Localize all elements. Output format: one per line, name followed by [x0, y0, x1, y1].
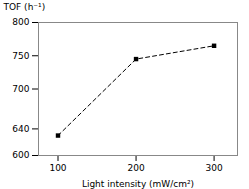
svg-text:640: 640	[12, 124, 29, 134]
svg-text:600: 600	[12, 150, 29, 160]
svg-text:300: 300	[205, 163, 222, 173]
svg-text:750: 750	[12, 51, 29, 61]
svg-text:100: 100	[49, 163, 66, 173]
svg-text:200: 200	[127, 163, 144, 173]
svg-text:700: 700	[12, 84, 29, 94]
svg-text:800: 800	[12, 17, 29, 27]
svg-text:Light intensity (mW/cm²): Light intensity (mW/cm²)	[82, 179, 194, 189]
svg-text:TOF (h⁻¹): TOF (h⁻¹)	[3, 2, 46, 12]
